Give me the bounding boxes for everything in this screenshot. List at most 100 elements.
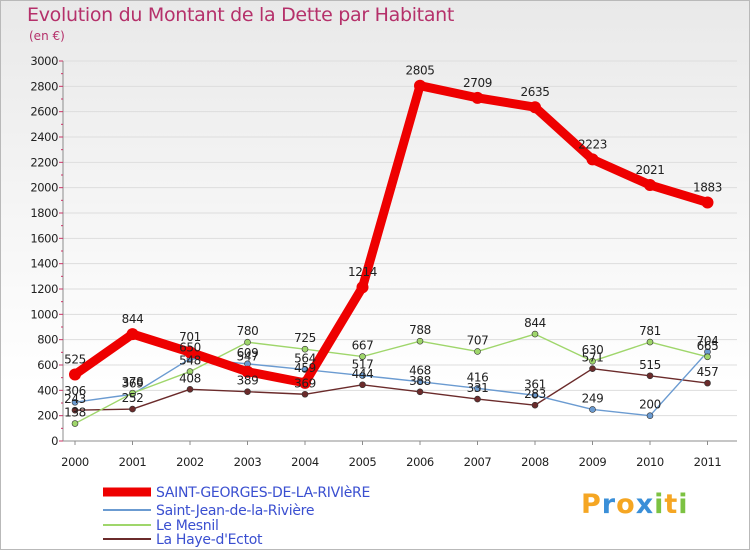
y-tick-label: 400 <box>37 383 58 397</box>
data-label: 243 <box>64 392 86 406</box>
y-tick-label: 3000 <box>30 54 58 68</box>
data-point <box>241 365 254 378</box>
data-point <box>359 372 366 379</box>
data-label: 389 <box>237 374 259 388</box>
y-tick-label: 1800 <box>30 206 58 220</box>
data-label: 416 <box>467 370 489 384</box>
data-label: 650 <box>179 341 201 355</box>
data-label: 2635 <box>521 85 550 99</box>
data-label: 369 <box>122 376 144 390</box>
data-label: 408 <box>179 371 201 385</box>
data-point <box>301 390 309 398</box>
data-point <box>704 353 711 361</box>
data-label: 725 <box>294 331 316 345</box>
data-point <box>531 401 539 409</box>
data-point <box>414 79 426 92</box>
data-label: 361 <box>524 377 546 391</box>
data-label: 1883 <box>693 180 722 194</box>
data-label: 2223 <box>578 137 607 151</box>
data-label: 444 <box>352 367 374 381</box>
y-tick-label: 800 <box>37 333 58 347</box>
data-point <box>701 196 714 209</box>
data-point <box>416 378 424 386</box>
data-label: 781 <box>639 324 661 338</box>
data-point <box>184 346 196 359</box>
data-point <box>299 376 311 389</box>
data-label: 388 <box>409 374 431 388</box>
legend-label: SAINT-GEORGES-DE-LA-RIVIèRE <box>156 485 370 501</box>
y-tick-label: 2200 <box>30 155 58 169</box>
data-label: 525 <box>64 353 86 367</box>
data-label: 571 <box>582 351 604 365</box>
data-label: 707 <box>467 333 489 347</box>
x-tick-label: 2009 <box>579 455 607 469</box>
data-point <box>69 368 81 381</box>
data-label: 249 <box>582 391 604 405</box>
data-point <box>646 412 654 419</box>
data-point <box>644 179 656 192</box>
y-tick-label: 0 <box>51 434 58 448</box>
x-tick-label: 2001 <box>119 455 147 469</box>
y-tick-label: 2800 <box>30 79 58 93</box>
data-label: 844 <box>122 312 144 326</box>
data-label: 701 <box>179 330 201 344</box>
data-point <box>359 381 366 389</box>
series-line <box>74 367 709 411</box>
data-point <box>186 368 194 375</box>
data-point <box>471 91 484 104</box>
data-point <box>646 338 654 346</box>
data-label: 630 <box>582 343 604 357</box>
data-label: 369 <box>294 376 316 390</box>
x-tick-label: 2010 <box>636 455 664 469</box>
data-label: 564 <box>294 352 316 366</box>
data-label: 468 <box>409 364 431 378</box>
data-label: 2021 <box>636 163 665 177</box>
y-tick-label: 2000 <box>30 181 58 195</box>
series-line <box>74 333 709 425</box>
data-point <box>71 398 79 406</box>
data-label: 331 <box>467 381 489 395</box>
y-tick-label: 1000 <box>30 307 58 321</box>
x-tick-label: 2008 <box>521 455 549 469</box>
data-point <box>474 395 481 403</box>
data-label: 515 <box>639 358 661 372</box>
data-point <box>356 281 369 294</box>
data-point <box>301 345 309 353</box>
y-tick-label: 600 <box>37 358 58 372</box>
x-tick-label: 2000 <box>61 455 89 469</box>
data-label: 609 <box>237 346 259 360</box>
legend-label: La Haye-d'Ectot <box>156 532 263 548</box>
y-tick-label: 1600 <box>30 231 58 245</box>
x-tick-label: 2005 <box>349 455 377 469</box>
x-tick-label: 2007 <box>464 455 492 469</box>
series-line <box>74 351 709 417</box>
x-tick-label: 2006 <box>406 455 434 469</box>
data-point <box>474 348 481 355</box>
legend-label: Le Mesnil <box>156 518 219 534</box>
data-point <box>71 406 79 414</box>
y-tick-label: 200 <box>37 409 58 423</box>
data-label: 667 <box>352 339 374 353</box>
y-tick-label: 1200 <box>30 282 58 296</box>
data-point <box>186 386 194 393</box>
data-point <box>359 353 366 360</box>
series-2 <box>71 330 711 427</box>
legend-label: Saint-Jean-de-la-Rivière <box>156 503 314 519</box>
data-point <box>244 338 251 346</box>
data-label: 138 <box>64 406 86 420</box>
data-point <box>531 330 539 338</box>
data-label: 517 <box>352 358 374 372</box>
data-label: 378 <box>122 375 144 389</box>
y-tick-label: 2600 <box>30 105 58 119</box>
data-label: 844 <box>524 316 546 330</box>
data-point <box>71 420 79 427</box>
data-point <box>416 388 424 396</box>
data-label: 665 <box>697 339 719 353</box>
data-label: 704 <box>697 334 719 348</box>
data-point <box>244 388 251 396</box>
series-0 <box>69 79 714 389</box>
data-point <box>129 389 136 397</box>
data-point <box>416 337 424 345</box>
data-point <box>126 328 139 341</box>
